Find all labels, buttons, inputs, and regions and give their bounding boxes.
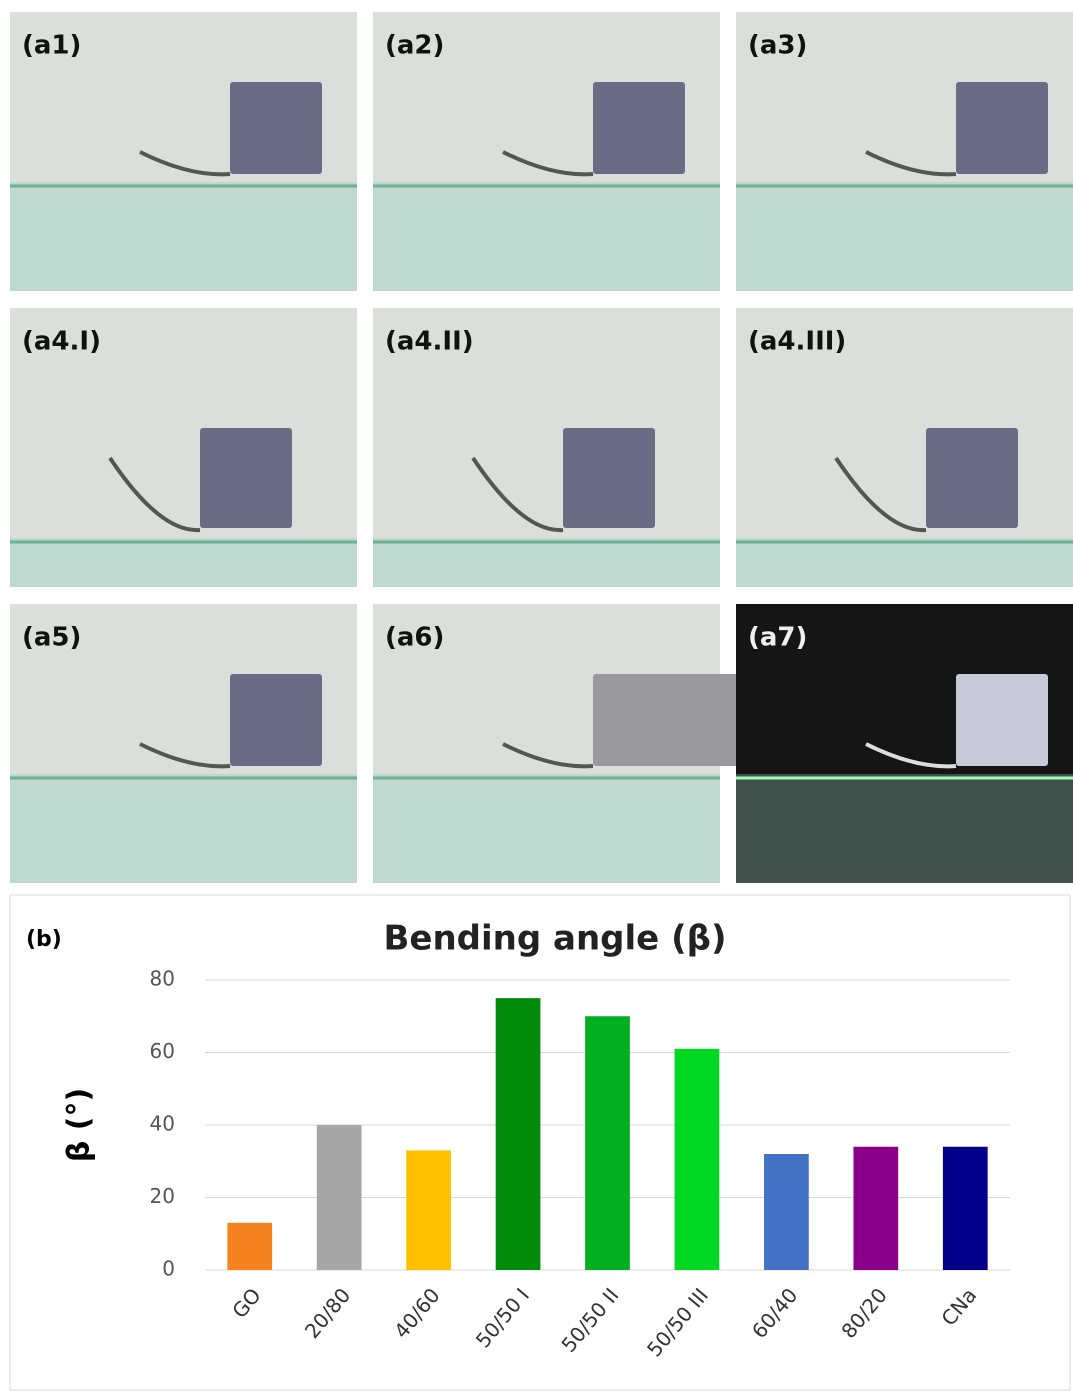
panel-label: (a7)	[748, 623, 807, 653]
panel-label: (a3)	[748, 31, 807, 61]
photo-panel: (a3)	[736, 12, 1073, 291]
sample-block	[593, 674, 743, 766]
panel-label: (a1)	[22, 31, 81, 61]
y-tick-label: 60	[150, 1039, 175, 1063]
glass-dish	[373, 538, 720, 587]
sample-block	[956, 82, 1048, 174]
bar	[227, 1223, 272, 1270]
glass-dish	[373, 182, 720, 291]
panel-label: (a2)	[385, 31, 444, 61]
glass-dish	[736, 182, 1073, 291]
photo-panel: (a6)	[373, 604, 743, 883]
y-tick-label: 0	[162, 1257, 175, 1281]
sample-block	[200, 428, 292, 528]
bar	[406, 1150, 451, 1270]
bar	[853, 1147, 898, 1270]
figure: (b) Bending angle (β) β (°) (a1) (a2) (a3)…	[0, 0, 1073, 1392]
glass-dish	[10, 182, 357, 291]
glass-dish	[10, 538, 357, 587]
sample-block	[956, 674, 1048, 766]
photo-panel: (a4.II)	[373, 308, 720, 587]
sample-block	[926, 428, 1018, 528]
photo-panel: (a7)	[736, 604, 1073, 883]
glass-dish	[10, 774, 357, 883]
bar	[943, 1147, 988, 1270]
chart-panel-label: (b)	[26, 927, 62, 952]
panel-label: (a5)	[22, 623, 81, 653]
y-tick-label: 20	[150, 1184, 175, 1208]
glass-dish	[736, 538, 1073, 587]
bar	[764, 1154, 809, 1270]
photo-panel: (a4.I)	[10, 308, 357, 587]
photo-panel: (a1)	[10, 12, 357, 291]
bar	[675, 1049, 720, 1270]
photo-panel: (a4.III)	[736, 308, 1073, 587]
panel-label: (a4.I)	[22, 327, 101, 357]
bar	[317, 1125, 362, 1270]
sample-block	[230, 674, 322, 766]
photo-panel: (a5)	[10, 604, 357, 883]
y-tick-label: 40	[150, 1112, 175, 1136]
y-tick-label: 80	[150, 967, 175, 991]
y-axis-title: β (°)	[62, 1088, 97, 1162]
sample-block	[593, 82, 685, 174]
glass-dish	[736, 774, 1073, 883]
bar	[496, 998, 541, 1270]
bar	[585, 1016, 630, 1270]
panel-label: (a4.II)	[385, 327, 474, 357]
panel-label: (a4.III)	[748, 327, 846, 357]
photo-panel: (a2)	[373, 12, 720, 291]
chart-title: Bending angle (β)	[383, 919, 726, 959]
panel-label: (a6)	[385, 623, 444, 653]
sample-block	[230, 82, 322, 174]
glass-dish	[373, 774, 720, 883]
sample-block	[563, 428, 655, 528]
